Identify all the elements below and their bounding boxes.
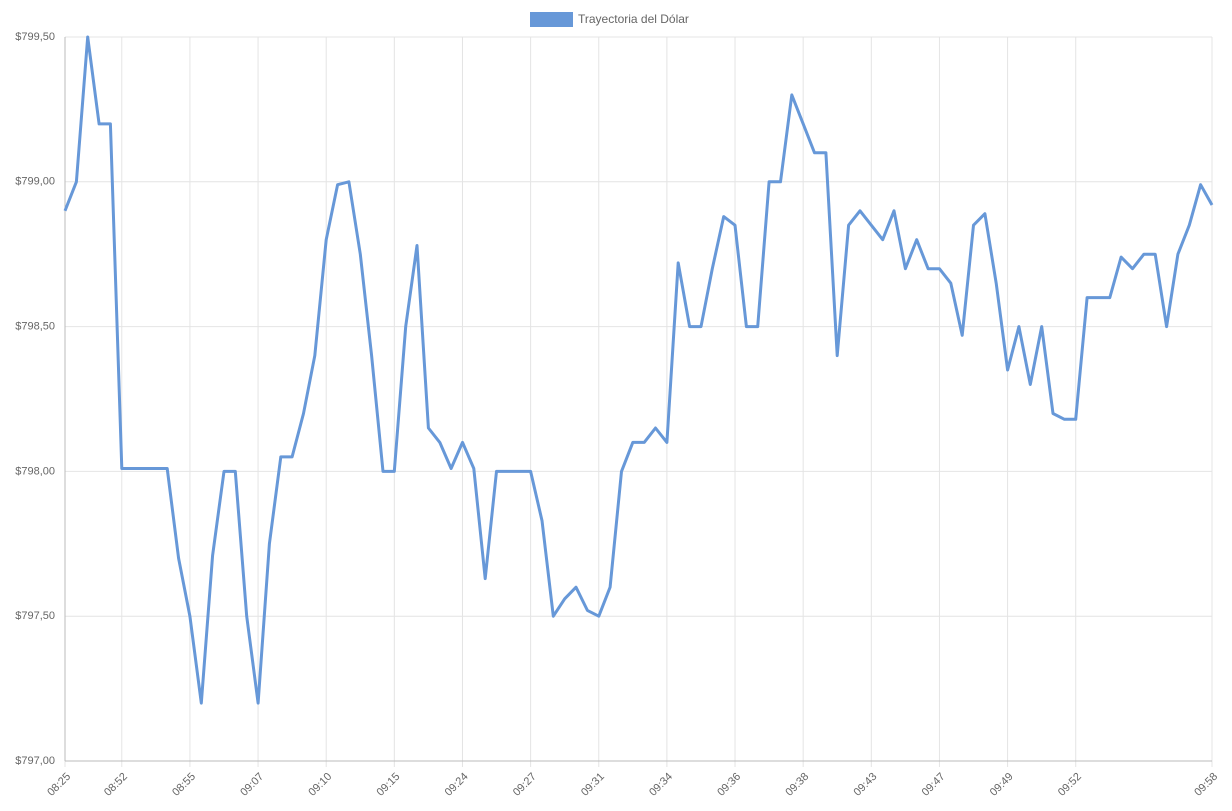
y-tick-label: $798,50	[15, 321, 55, 333]
x-tick-label: 09:07	[238, 771, 266, 799]
x-tick-label: 09:43	[852, 771, 880, 799]
y-tick-label: $797,00	[15, 755, 55, 767]
line-series	[63, 35, 1214, 705]
y-tick-label: $799,50	[15, 31, 55, 43]
x-tick-label: 08:55	[170, 771, 198, 799]
legend-swatch	[530, 12, 573, 27]
x-tick-label: 09:27	[511, 771, 539, 799]
x-tick-label: 09:31	[579, 771, 607, 799]
legend-label: Trayectoria del Dólar	[578, 12, 689, 26]
x-tick-label: 08:52	[102, 771, 130, 799]
x-tick-label: 09:10	[306, 771, 334, 799]
x-tick-label: 09:15	[375, 771, 403, 799]
x-tick-label: 09:36	[715, 771, 743, 799]
y-tick-label: $798,00	[15, 465, 55, 477]
y-tick-label: $799,00	[15, 176, 55, 188]
x-tick-label: 09:24	[443, 771, 471, 799]
x-tick-label: 09:49	[988, 771, 1016, 799]
x-tick-label: 08:25	[45, 771, 73, 799]
y-tick-label: $797,50	[15, 610, 55, 622]
x-tick-label: 09:58	[1192, 771, 1220, 799]
x-tick-label: 09:34	[647, 771, 675, 799]
x-tick-label: 09:47	[920, 771, 948, 799]
x-tick-label: 09:38	[783, 771, 811, 799]
x-tick-label: 09:52	[1056, 771, 1084, 799]
